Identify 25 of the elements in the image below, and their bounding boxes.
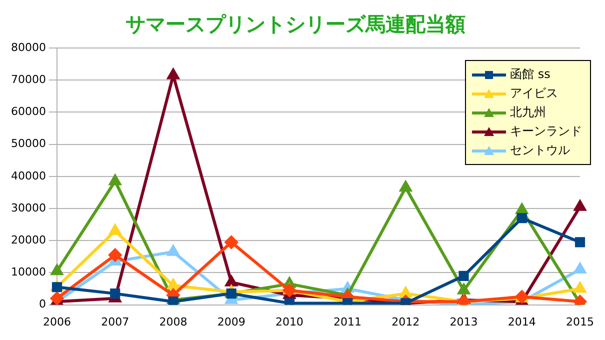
x-tick-label: 2013 xyxy=(450,315,478,328)
x-tick-label: 2007 xyxy=(101,315,130,328)
x-tick-label: 2008 xyxy=(159,315,188,328)
x-tick-label: 2010 xyxy=(275,315,304,328)
x-tick-label: 2009 xyxy=(217,315,246,328)
legend-label: 北九州 xyxy=(510,104,546,121)
legend-label: セントウル xyxy=(510,142,570,159)
y-tick-label: 10000 xyxy=(10,266,46,279)
x-tick-label: 2011 xyxy=(334,315,362,328)
y-tick-label: 0 xyxy=(38,298,46,311)
y-tick-label: 30000 xyxy=(10,201,46,214)
x-tick-label: 2012 xyxy=(392,315,420,328)
x-tick-label: 2014 xyxy=(508,315,536,328)
legend-label: アイビス xyxy=(510,85,558,102)
legend-label: キーンランド xyxy=(510,123,582,140)
y-tick-label: 70000 xyxy=(10,72,46,86)
y-tick-label: 60000 xyxy=(10,105,46,118)
y-tick-label: 20000 xyxy=(10,233,46,246)
y-tick-label: 50000 xyxy=(10,137,46,150)
y-tick-label: 80000 xyxy=(10,40,46,54)
x-tick-label: 2006 xyxy=(42,315,71,328)
x-tick-label: 2015 xyxy=(566,315,594,328)
y-tick-label: 40000 xyxy=(10,169,46,182)
chart-title: サマースプリントシリーズ馬連配当額 xyxy=(126,12,466,36)
legend-label: 函館 ss xyxy=(510,66,550,83)
